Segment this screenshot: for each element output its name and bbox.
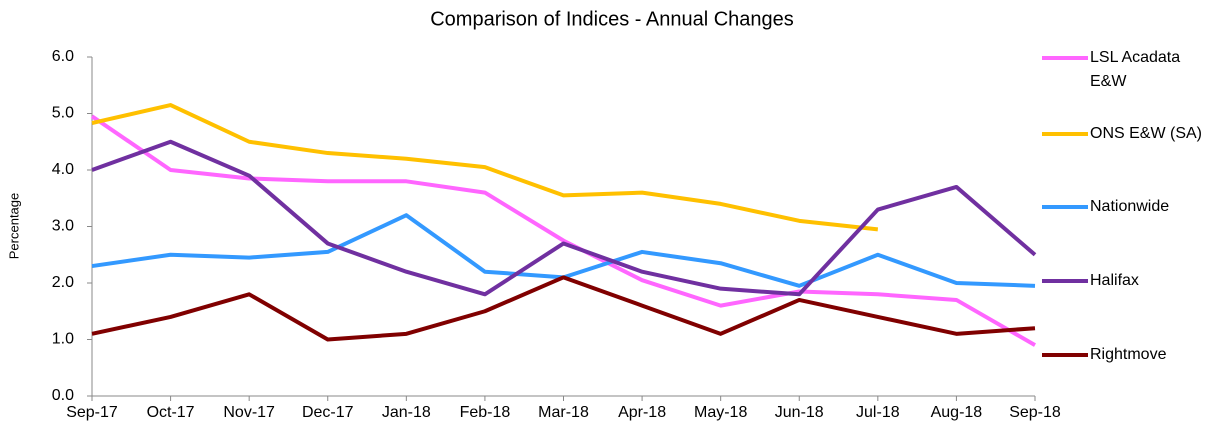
legend-label: Rightmove (1090, 346, 1167, 363)
x-tick-label: Apr-18 (618, 404, 666, 421)
y-tick-label: 2.0 (52, 274, 74, 291)
legend-label: Halifax (1090, 272, 1139, 289)
chart-title: Comparison of Indices - Annual Changes (430, 8, 794, 30)
x-tick-label: Jun-18 (775, 404, 824, 421)
x-tick-label: Nov-17 (223, 404, 275, 421)
x-tick-label: Jan-18 (382, 404, 431, 421)
x-tick-label: May-18 (694, 404, 747, 421)
y-tick-label: 6.0 (52, 48, 74, 65)
y-tick-label: 4.0 (52, 161, 74, 178)
legend-label: LSL Acadata E&W (1090, 49, 1181, 90)
y-tick-label: 1.0 (52, 331, 74, 348)
series-line (91, 275, 1036, 342)
y-tick-label: 5.0 (52, 105, 74, 122)
legend-label: Nationwide (1090, 198, 1170, 215)
y-axis-title: Percentage (6, 193, 21, 260)
x-tick-label: Mar-18 (538, 404, 589, 421)
legend-label: ONS E&W (SA) (1090, 125, 1203, 142)
y-tick-label: 0.0 (52, 387, 74, 404)
x-tick-label: Aug-18 (931, 404, 983, 421)
x-tick-label: Sep-17 (66, 404, 118, 421)
y-tick-label: 3.0 (52, 218, 74, 235)
series-line (90, 114, 1036, 347)
x-tick-label: Feb-18 (460, 404, 511, 421)
series-line (91, 213, 1036, 288)
x-tick-label: Sep-18 (1009, 404, 1061, 421)
x-tick-label: Oct-17 (147, 404, 195, 421)
x-tick-label: Jul-18 (856, 404, 900, 421)
x-tick-label: Dec-17 (302, 404, 354, 421)
series-line (91, 139, 1037, 297)
series-line (91, 103, 879, 232)
